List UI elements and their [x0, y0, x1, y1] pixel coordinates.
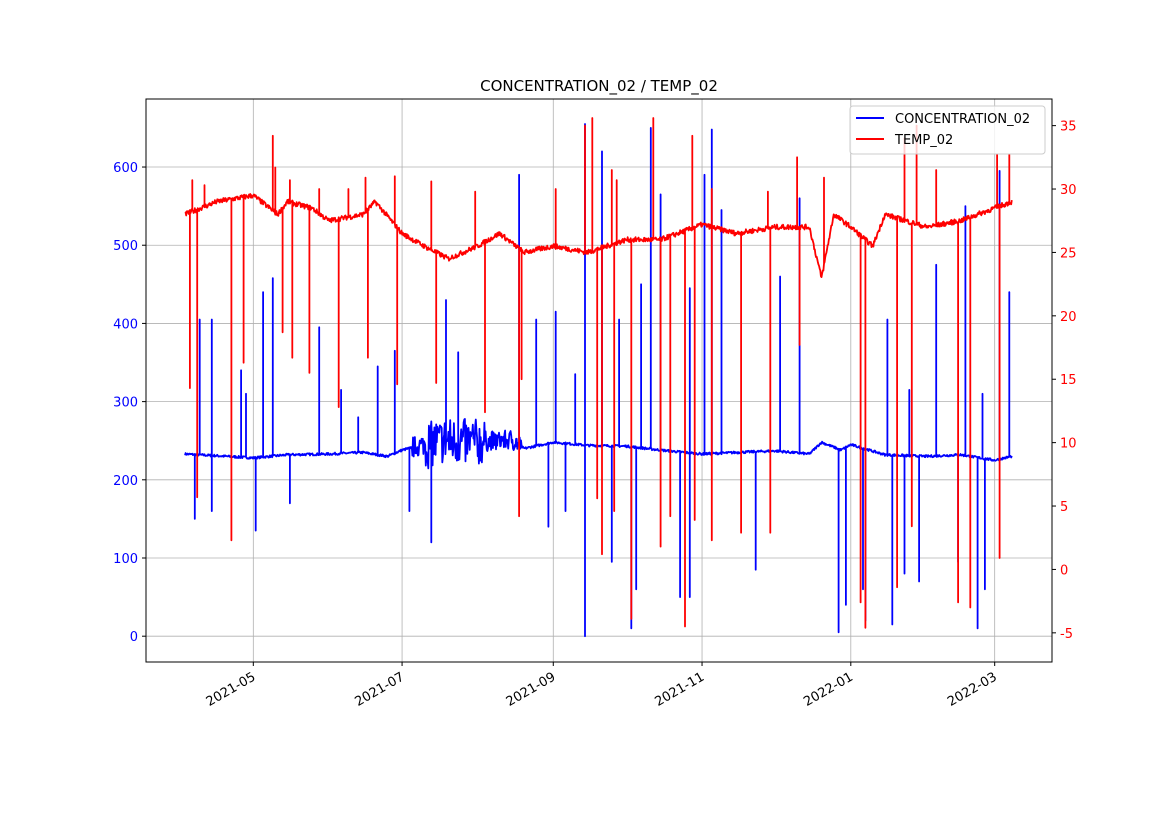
x-tick-label: 2021-05 [204, 670, 259, 710]
axes-frame [145, 98, 1053, 663]
right-y-tick-label: 15 [1060, 373, 1077, 388]
x-axis: 2021-05 2021-07 2021-09 2021-11 2022-01 2022-… [204, 662, 1000, 710]
left-y-tick-label: 300 [113, 396, 138, 411]
right-y-tick-label: 20 [1060, 310, 1077, 325]
plot-area [184, 117, 1013, 638]
right-y-tick-label: 30 [1060, 183, 1077, 198]
right-y-tick-label: 0 [1060, 563, 1068, 578]
right-y-tick-label: 10 [1060, 437, 1077, 452]
legend-label-concentration: CONCENTRATION_02 [895, 112, 1030, 127]
right-y-tick-label: 25 [1060, 246, 1077, 261]
chart-title: CONCENTRATION_02 / TEMP_02 [480, 77, 718, 96]
left-y-tick-label: 200 [113, 474, 138, 489]
legend-label-temp: TEMP_02 [894, 133, 953, 148]
right-y-tick-label: 5 [1060, 500, 1068, 515]
right-y-tick-label: 35 [1060, 120, 1077, 135]
x-tick-label: 2021-07 [353, 670, 408, 710]
left-y-tick-label: 400 [113, 317, 138, 332]
left-y-tick-label: 600 [113, 161, 138, 176]
grid [146, 99, 1052, 662]
right-y-axis: -5 0 5 10 15 20 25 30 35 [1052, 120, 1077, 642]
series-line-temp_02 [184, 117, 1013, 629]
series-line-concentration_02 [184, 123, 1013, 638]
left-y-tick-label: 0 [130, 630, 138, 645]
left-y-tick-label: 100 [113, 552, 138, 567]
right-y-tick-label: -5 [1060, 627, 1073, 642]
x-tick-label: 2022-03 [945, 670, 1000, 710]
x-tick-label: 2021-11 [652, 670, 707, 710]
left-y-tick-label: 500 [113, 239, 138, 254]
x-tick-label: 2022-01 [801, 670, 856, 710]
x-tick-label: 2021-09 [504, 670, 559, 710]
left-y-axis: 0 100 200 300 400 500 600 [113, 161, 146, 645]
legend: CONCENTRATION_02 TEMP_02 [849, 105, 1046, 155]
